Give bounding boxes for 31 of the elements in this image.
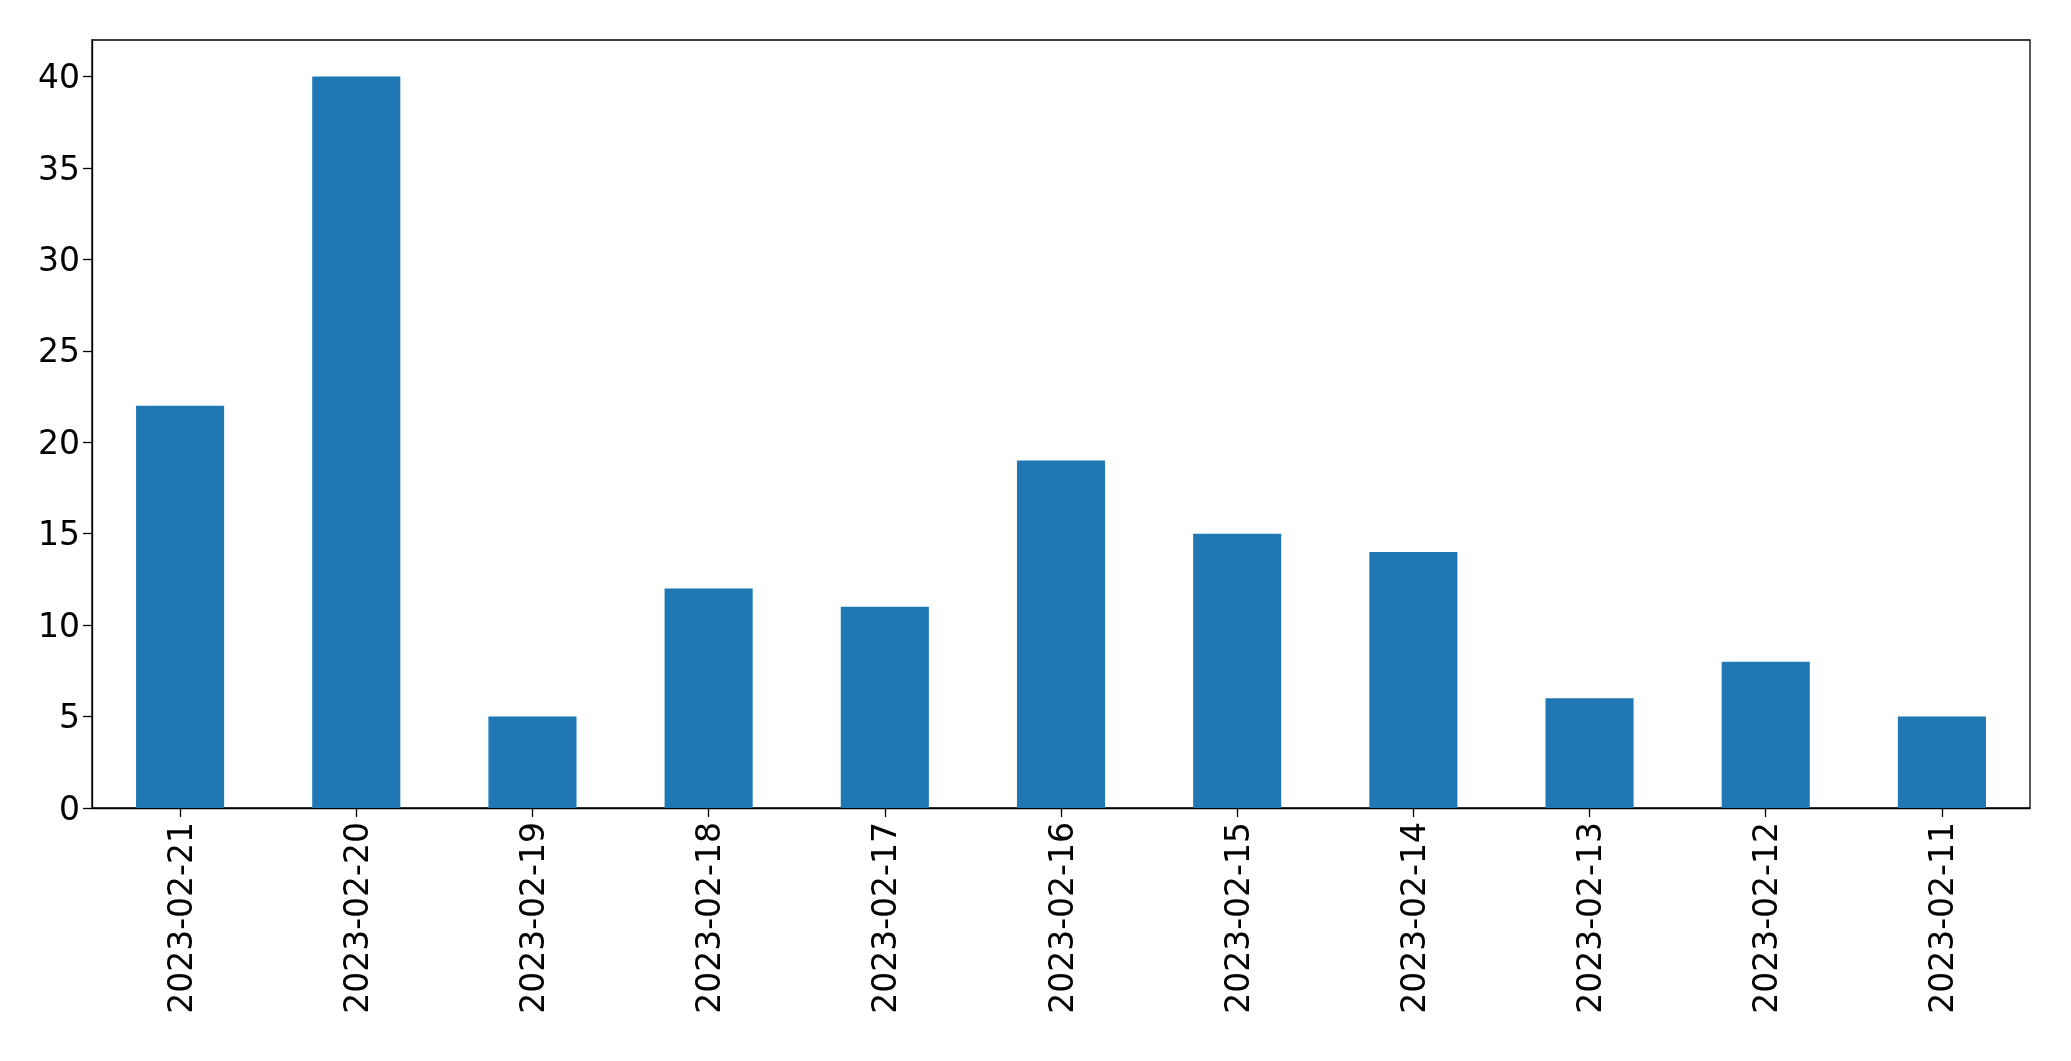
x-tick-label: 2023-02-13 [1570, 822, 1610, 1014]
x-tick-label: 2023-02-20 [336, 822, 376, 1014]
bar [488, 716, 577, 808]
x-tick-label: 2023-02-12 [1746, 822, 1786, 1014]
x-tick-label: 2023-02-14 [1393, 822, 1433, 1014]
bar [840, 606, 929, 808]
bar [1193, 533, 1282, 808]
y-tick-label: 35 [38, 148, 80, 188]
x-tick-label: 2023-02-16 [1041, 822, 1081, 1014]
y-tick-label: 15 [38, 514, 80, 554]
bar [136, 405, 225, 808]
x-tick-label: 2023-02-15 [1217, 822, 1257, 1014]
bar [1545, 698, 1634, 808]
y-tick-label: 20 [38, 422, 80, 462]
bar [1897, 716, 1986, 808]
bar [1016, 460, 1106, 808]
x-tick-label: 2023-02-11 [1922, 822, 1962, 1014]
bar [1369, 552, 1458, 808]
y-tick-label: 25 [38, 331, 80, 371]
x-tick-label: 2023-02-18 [689, 822, 729, 1014]
x-tick-label: 2023-02-21 [160, 822, 200, 1014]
y-tick-label: 40 [38, 57, 80, 97]
y-tick-label: 5 [59, 697, 80, 737]
y-tick-label: 30 [38, 239, 80, 279]
y-tick-label: 10 [38, 605, 80, 645]
x-tick-label: 2023-02-17 [865, 822, 905, 1014]
bar [664, 588, 753, 808]
bar [312, 76, 401, 808]
bar [1721, 661, 1810, 808]
y-tick-label: 0 [59, 788, 80, 828]
x-tick-label: 2023-02-19 [512, 822, 552, 1014]
